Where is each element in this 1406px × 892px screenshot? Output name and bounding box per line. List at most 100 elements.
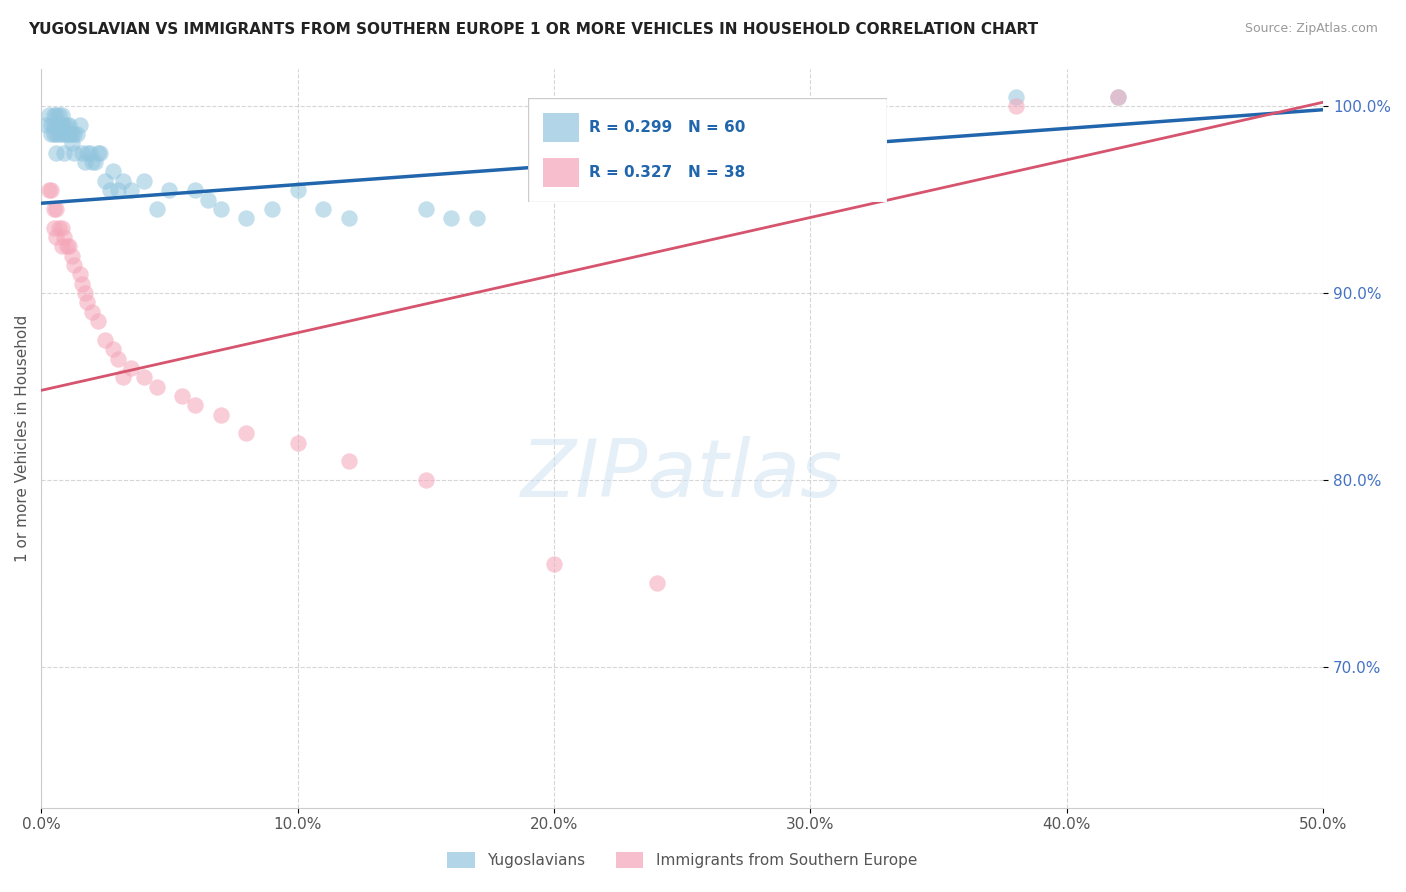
- Point: [63, 145, 86, 160]
- Point: [51, 220, 73, 235]
- Point: [1107, 89, 1129, 103]
- Point: [312, 202, 335, 216]
- FancyBboxPatch shape: [543, 158, 579, 187]
- Point: [45, 118, 67, 132]
- Point: [45, 108, 67, 122]
- Point: [58, 118, 80, 132]
- Point: [35, 118, 58, 132]
- Point: [41, 118, 63, 132]
- Point: [287, 183, 309, 197]
- Point: [76, 295, 98, 310]
- Point: [41, 127, 63, 141]
- Text: YUGOSLAVIAN VS IMMIGRANTS FROM SOUTHERN EUROPE 1 OR MORE VEHICLES IN HOUSEHOLD C: YUGOSLAVIAN VS IMMIGRANTS FROM SOUTHERN …: [28, 22, 1038, 37]
- Point: [42, 108, 65, 122]
- Point: [84, 155, 107, 169]
- Point: [58, 127, 80, 141]
- FancyBboxPatch shape: [543, 112, 579, 142]
- Text: Source: ZipAtlas.com: Source: ZipAtlas.com: [1244, 22, 1378, 36]
- Point: [543, 558, 565, 572]
- Point: [69, 268, 91, 282]
- Point: [42, 202, 65, 216]
- Point: [94, 333, 117, 347]
- Point: [132, 370, 155, 384]
- Point: [38, 183, 60, 197]
- Point: [76, 145, 98, 160]
- Point: [107, 183, 129, 197]
- Point: [82, 155, 104, 169]
- Point: [69, 118, 91, 132]
- Point: [465, 211, 488, 226]
- Point: [157, 183, 180, 197]
- Point: [172, 389, 194, 403]
- Point: [260, 202, 283, 216]
- Point: [70, 145, 93, 160]
- Point: [58, 239, 80, 253]
- Point: [98, 183, 121, 197]
- Point: [70, 277, 93, 291]
- Point: [82, 305, 104, 319]
- Point: [1004, 89, 1026, 103]
- Point: [112, 174, 135, 188]
- Point: [132, 174, 155, 188]
- Point: [415, 473, 437, 487]
- Point: [184, 398, 207, 412]
- Point: [53, 230, 76, 244]
- Point: [86, 145, 108, 160]
- Text: R = 0.327   N = 38: R = 0.327 N = 38: [589, 165, 745, 180]
- Point: [79, 145, 101, 160]
- Point: [60, 136, 83, 151]
- Point: [145, 202, 167, 216]
- Point: [101, 164, 124, 178]
- Point: [120, 360, 142, 375]
- Point: [120, 183, 142, 197]
- Point: [415, 202, 437, 216]
- Point: [42, 220, 65, 235]
- Y-axis label: 1 or more Vehicles in Household: 1 or more Vehicles in Household: [15, 315, 30, 562]
- Point: [66, 127, 89, 141]
- Point: [38, 108, 60, 122]
- Point: [48, 127, 70, 141]
- Point: [337, 211, 360, 226]
- Text: R = 0.299   N = 60: R = 0.299 N = 60: [589, 120, 745, 135]
- Point: [51, 108, 73, 122]
- Point: [86, 314, 108, 328]
- Point: [107, 351, 129, 366]
- Point: [1004, 99, 1026, 113]
- Point: [73, 155, 96, 169]
- Point: [51, 239, 73, 253]
- Point: [235, 426, 257, 441]
- Point: [45, 202, 67, 216]
- Point: [51, 118, 73, 132]
- Point: [209, 202, 232, 216]
- Point: [112, 370, 135, 384]
- Point: [45, 230, 67, 244]
- Point: [55, 118, 77, 132]
- Point: [60, 127, 83, 141]
- Point: [197, 193, 219, 207]
- Point: [89, 145, 111, 160]
- Point: [63, 127, 86, 141]
- Point: [53, 127, 76, 141]
- Point: [235, 211, 257, 226]
- Point: [209, 408, 232, 422]
- Point: [45, 145, 67, 160]
- FancyBboxPatch shape: [529, 98, 887, 202]
- Point: [1107, 89, 1129, 103]
- Point: [51, 127, 73, 141]
- Point: [41, 183, 63, 197]
- Point: [73, 286, 96, 301]
- Point: [287, 435, 309, 450]
- Point: [53, 145, 76, 160]
- Point: [60, 249, 83, 263]
- Point: [55, 239, 77, 253]
- Point: [55, 127, 77, 141]
- Point: [184, 183, 207, 197]
- Point: [645, 576, 668, 591]
- Point: [42, 127, 65, 141]
- Point: [145, 379, 167, 393]
- Point: [42, 118, 65, 132]
- Point: [63, 258, 86, 272]
- Point: [48, 220, 70, 235]
- Text: ZIPatlas: ZIPatlas: [522, 436, 844, 514]
- Point: [440, 211, 463, 226]
